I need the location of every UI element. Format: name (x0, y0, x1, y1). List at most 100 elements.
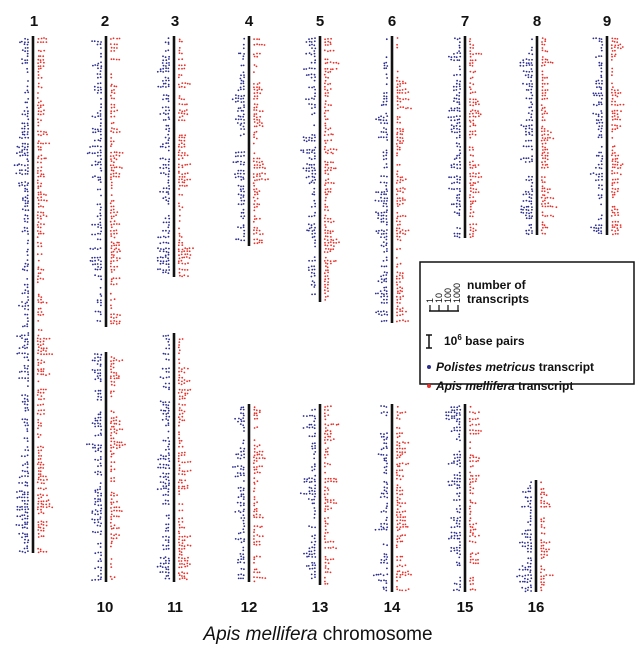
polistes-transcript-dot (525, 157, 528, 160)
polistes-transcript-dot (92, 263, 94, 266)
apis-transcript-dot (181, 539, 184, 542)
polistes-transcript-dot (525, 229, 528, 232)
apis-transcript-dot (477, 558, 479, 561)
polistes-transcript-dot (455, 583, 458, 585)
polistes-transcript-dot (26, 148, 29, 151)
apis-transcript-dot (541, 116, 544, 118)
polistes-transcript-dot (26, 547, 29, 550)
apis-transcript-dot (617, 116, 619, 118)
apis-transcript-dot (324, 286, 327, 288)
polistes-transcript-dot (313, 86, 315, 88)
polistes-transcript-dot (386, 271, 388, 274)
polistes-transcript-dot (455, 89, 458, 91)
apis-transcript-dot (542, 487, 545, 490)
polistes-transcript-dot (314, 155, 316, 158)
apis-transcript-dot (113, 166, 116, 169)
polistes-transcript-dot (380, 528, 383, 531)
polistes-transcript-dot (94, 578, 97, 581)
polistes-transcript-dot (239, 490, 242, 492)
polistes-transcript-dot (237, 107, 240, 110)
polistes-transcript-dot (522, 82, 524, 85)
polistes-transcript-dot (235, 94, 237, 96)
apis-transcript-dot (469, 489, 472, 492)
apis-transcript-dot (40, 245, 43, 248)
polistes-transcript-dot (100, 301, 102, 304)
polistes-transcript-dot (451, 417, 453, 420)
polistes-transcript-dot (456, 537, 459, 540)
apis-transcript-dot (327, 281, 329, 283)
apis-transcript-dot (407, 229, 410, 232)
polistes-transcript-dot (24, 209, 27, 212)
apis-transcript-dot (110, 468, 113, 471)
polistes-transcript-dot (458, 214, 461, 217)
apis-transcript-dot (399, 232, 401, 234)
apis-transcript-dot (543, 127, 546, 130)
polistes-transcript-dot (96, 92, 99, 94)
polistes-transcript-dot (242, 176, 245, 179)
apis-transcript-dot (324, 188, 327, 191)
apis-transcript-dot (402, 319, 404, 322)
polistes-transcript-dot (527, 550, 529, 553)
polistes-transcript-dot (19, 172, 21, 175)
polistes-transcript-dot (383, 298, 385, 301)
apis-transcript-dot (40, 535, 43, 537)
apis-transcript-dot (396, 474, 398, 476)
polistes-transcript-dot (100, 266, 103, 269)
polistes-transcript-dot (308, 567, 311, 570)
apis-transcript-dot (261, 110, 264, 113)
polistes-transcript-dot (242, 43, 245, 46)
apis-transcript-dot (471, 552, 474, 555)
polistes-transcript-dot (26, 50, 29, 52)
apis-transcript-dot (255, 412, 258, 415)
apis-transcript-dot (178, 134, 181, 137)
apis-transcript-dot (253, 233, 255, 235)
polistes-transcript-dot (26, 430, 29, 433)
polistes-transcript-dot (99, 212, 102, 215)
apis-transcript-dot (472, 124, 475, 127)
polistes-transcript-dot (23, 403, 26, 405)
polistes-transcript-dot (459, 439, 461, 442)
apis-transcript-dot (396, 538, 398, 541)
polistes-transcript-dot (522, 569, 524, 571)
apis-transcript-dot (110, 233, 112, 235)
chromosome-14-dots (372, 405, 412, 592)
apis-transcript-dot (404, 178, 407, 181)
polistes-transcript-dot (99, 546, 102, 548)
apis-transcript-dot (113, 371, 115, 374)
polistes-transcript-dot (527, 209, 530, 212)
apis-transcript-dot (256, 197, 259, 200)
polistes-transcript-dot (239, 52, 242, 55)
apis-transcript-dot (256, 95, 259, 97)
polistes-transcript-dot (458, 412, 461, 414)
apis-transcript-dot (112, 419, 115, 422)
polistes-transcript-dot (310, 271, 313, 274)
apis-transcript-dot (181, 473, 184, 476)
apis-transcript-dot (396, 83, 399, 86)
apis-transcript-dot (37, 175, 40, 178)
polistes-transcript-dot (314, 570, 316, 573)
polistes-transcript-dot (531, 46, 533, 49)
polistes-transcript-dot (385, 215, 388, 217)
polistes-transcript-dot (306, 152, 308, 154)
apis-transcript-dot (178, 541, 180, 544)
apis-transcript-dot (37, 506, 39, 508)
polistes-transcript-dot (305, 98, 307, 100)
polistes-transcript-dot (160, 248, 162, 250)
polistes-transcript-dot (531, 160, 533, 163)
apis-transcript-dot (469, 481, 472, 484)
polistes-transcript-dot (167, 547, 170, 550)
apis-transcript-dot (324, 41, 327, 44)
apis-transcript-dot (327, 76, 329, 79)
polistes-transcript-dot (520, 205, 523, 208)
polistes-transcript-dot (167, 164, 170, 166)
polistes-transcript-dot (94, 501, 97, 503)
apis-transcript-dot (178, 239, 181, 242)
polistes-transcript-dot (383, 95, 385, 97)
polistes-transcript-dot (314, 573, 316, 576)
apis-transcript-dot (115, 283, 118, 285)
polistes-transcript-dot (18, 169, 21, 172)
apis-transcript-dot (37, 487, 40, 490)
apis-transcript-dot (324, 558, 327, 560)
apis-transcript-dot (619, 47, 622, 50)
polistes-transcript-dot (313, 495, 316, 498)
